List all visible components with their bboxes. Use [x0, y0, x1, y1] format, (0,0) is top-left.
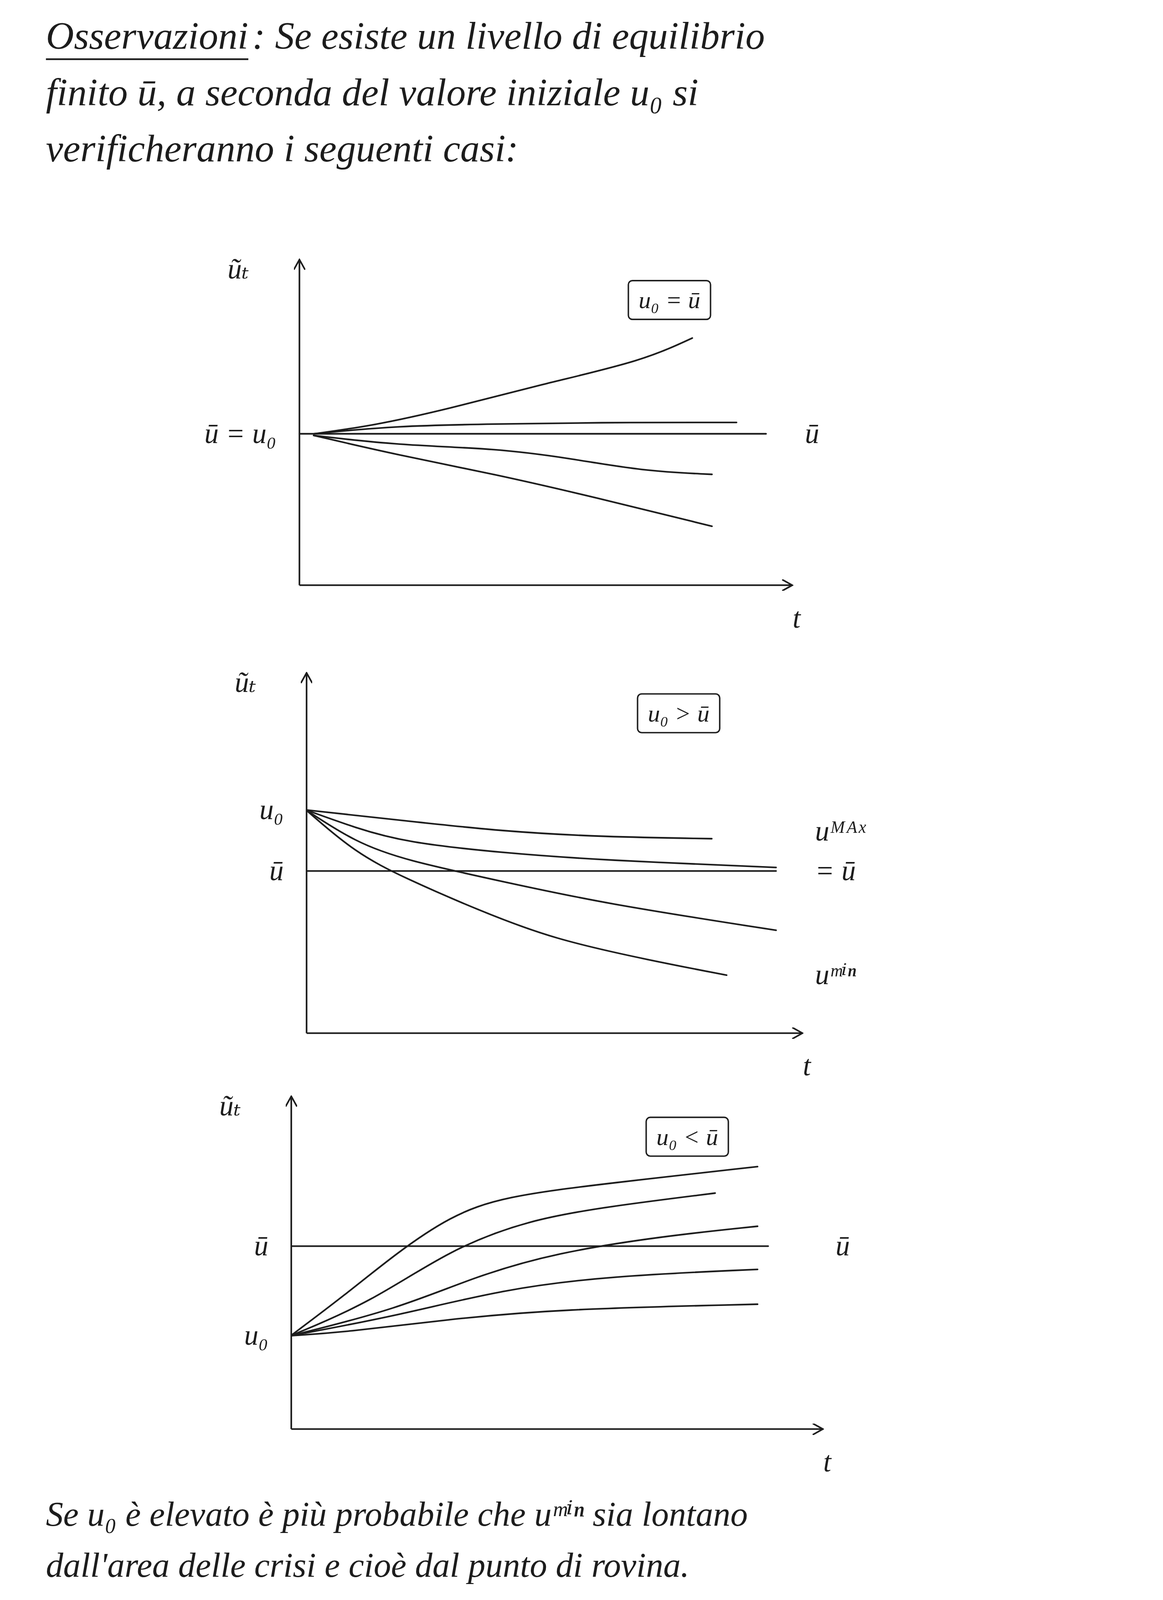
y-axis-line — [290, 1097, 293, 1430]
trajectory — [313, 338, 693, 434]
trajectory — [313, 435, 712, 526]
plot-area — [290, 1166, 769, 1336]
level-label: ū — [269, 854, 284, 887]
footer-line: Se u₀ è elevato è più probabile che uᵐⁱⁿ… — [46, 1494, 748, 1534]
case-label: u₀ > ū — [647, 699, 710, 727]
level-label: ū — [253, 1229, 268, 1262]
x-axis-label: t — [823, 1445, 833, 1478]
y-axis — [290, 1097, 292, 1430]
plot-area — [298, 338, 767, 527]
footer-line: dall'area delle crisi e cioè dal punto d… — [46, 1545, 690, 1584]
trajectory — [290, 1303, 758, 1336]
case-label: u₀ < ū — [656, 1122, 719, 1151]
trajectory — [313, 422, 737, 434]
y-axis — [298, 260, 300, 586]
panel: ũₜ t u₀ = ū ū = u₀ ū — [204, 252, 820, 634]
y-axis-line — [305, 674, 308, 1034]
header-line: verificheranno i seguenti casi: — [46, 126, 519, 170]
case-box — [637, 693, 720, 733]
y-axis-label: ũₜ — [234, 666, 257, 699]
x-axis-line — [291, 1427, 822, 1430]
trajectory — [306, 809, 712, 839]
plot-area — [306, 809, 777, 975]
case-box — [628, 280, 711, 320]
y-axis — [306, 674, 308, 1034]
trajectory — [290, 1225, 758, 1336]
y-axis-line — [298, 260, 301, 586]
x-axis-line — [306, 1032, 802, 1035]
page: Osservazioni: Se esiste un livello di eq… — [0, 0, 1163, 1600]
trajectory — [306, 809, 727, 975]
case-label: u₀ = ū — [638, 286, 701, 314]
level-label: uᴹᴬˣ — [815, 814, 867, 847]
panel: ũₜ t u₀ > ū u₀ ū uᴹᴬˣ = ū uᵐⁱⁿ — [234, 666, 867, 1082]
level-label: u₀ — [244, 1318, 269, 1351]
trajectory — [290, 1269, 758, 1336]
trajectory — [290, 1166, 758, 1336]
panel: ũₜ t u₀ < ū ū u₀ ū — [219, 1089, 850, 1478]
header-line: finito ū, a seconda del valore iniziale … — [46, 70, 699, 114]
x-axis-label: t — [802, 1049, 812, 1082]
level-label: ū — [835, 1229, 850, 1262]
trajectory — [313, 435, 712, 474]
case-box — [646, 1116, 729, 1156]
y-axis-label: ũₜ — [227, 252, 249, 285]
level-label: u₀ — [259, 793, 284, 826]
equilibrium-line — [298, 432, 767, 435]
equilibrium-line — [290, 1245, 769, 1247]
x-axis-label: t — [792, 602, 802, 634]
y-axis-label: ũₜ — [219, 1089, 241, 1122]
header-line: : Se esiste un livello di equilibrio — [252, 14, 765, 57]
level-label: ū = u₀ — [204, 417, 277, 450]
level-label: ū — [804, 417, 819, 450]
x-axis — [299, 584, 792, 586]
trajectory — [306, 809, 777, 931]
title-underline — [46, 58, 249, 61]
level-label: uᵐⁱⁿ — [815, 958, 857, 991]
trajectory — [306, 809, 777, 868]
title: Osservazioni — [46, 14, 249, 57]
x-axis-line — [299, 584, 792, 587]
x-axis — [306, 1032, 802, 1034]
level-label: = ū — [815, 854, 856, 887]
equilibrium-line — [306, 869, 777, 872]
x-axis — [291, 1428, 822, 1430]
